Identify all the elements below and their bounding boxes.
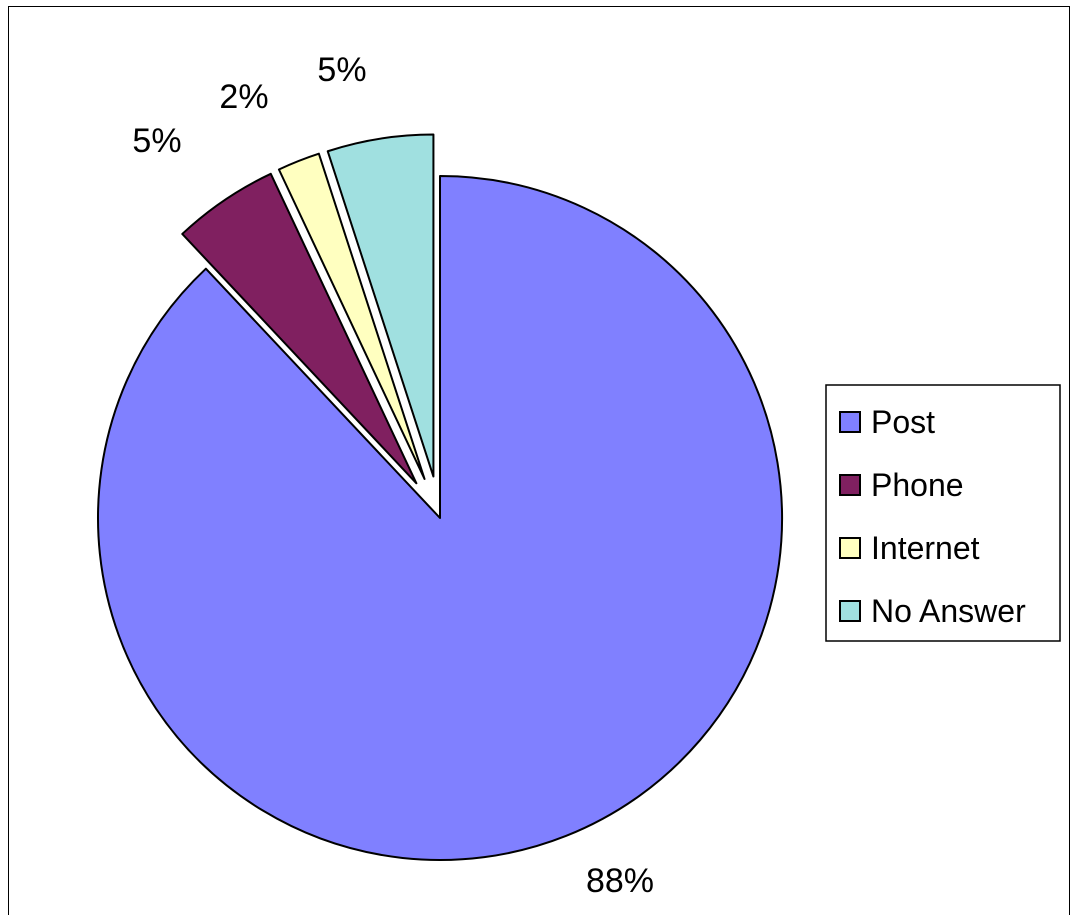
legend-label-phone: Phone <box>871 467 964 503</box>
legend-box <box>825 384 1061 642</box>
legend-swatch-post <box>839 411 861 433</box>
legend-label-no-answer: No Answer <box>871 593 1026 629</box>
value-label-phone: 5% <box>132 122 181 160</box>
legend-swatch-phone <box>839 474 861 496</box>
pie-slice-post <box>97 175 783 861</box>
legend: Post Phone Internet No Answer <box>825 384 1061 642</box>
legend-label-internet: Internet <box>871 530 980 566</box>
value-label-no-answer: 5% <box>317 51 366 89</box>
value-label-internet: 2% <box>219 78 268 116</box>
legend-swatch-no-answer <box>839 600 861 622</box>
pie-slice-phone <box>181 172 418 485</box>
pie-slices <box>97 133 783 861</box>
pie-value-labels: 88% 5% 2% 5% <box>132 51 654 900</box>
legend-swatch-internet <box>839 537 861 559</box>
pie-slice-internet <box>277 152 426 480</box>
legend-label-post: Post <box>871 404 935 440</box>
pie-slice-no-answer <box>326 133 435 478</box>
value-label-post: 88% <box>586 862 654 900</box>
